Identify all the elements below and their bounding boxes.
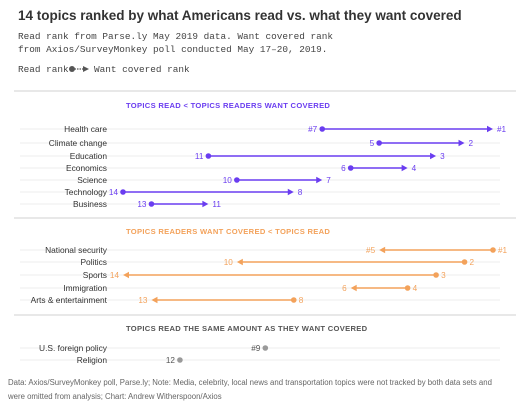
read-dot xyxy=(290,297,297,303)
read-dot xyxy=(490,247,496,253)
topic-label: Science xyxy=(77,175,107,185)
want-arrowhead xyxy=(123,271,129,279)
topic-label: Climate change xyxy=(49,138,108,148)
read-rank-label: 2 xyxy=(470,258,475,267)
want-rank-label: 14 xyxy=(110,271,120,280)
read-rank-label: 14 xyxy=(109,188,119,197)
want-arrowhead xyxy=(487,125,493,133)
section-heading: TOPICS READ THE SAME AMOUNT AS THEY WANT… xyxy=(126,324,368,333)
want-rank-label: 3 xyxy=(440,152,445,161)
want-rank-label: 2 xyxy=(469,139,474,148)
read-rank-label: 13 xyxy=(137,200,147,209)
chart-subtitle-line2: from Axios/SurveyMonkey poll conducted M… xyxy=(18,44,327,55)
chart-title: 14 topics ranked by what Americans read … xyxy=(18,8,462,23)
want-arrowhead xyxy=(151,296,158,304)
plot-area: TOPICS READ < TOPICS READERS WANT COVERE… xyxy=(14,90,516,365)
want-rank-label: 10 xyxy=(224,258,234,267)
read-rank-label: #1 xyxy=(498,246,508,255)
topic-label: Technology xyxy=(65,187,108,197)
read-dot xyxy=(319,126,326,132)
read-dot xyxy=(234,177,240,183)
read-rank-label: 12 xyxy=(166,356,176,365)
read-dot xyxy=(347,165,354,171)
want-arrowhead xyxy=(287,188,294,196)
read-rank-label: 4 xyxy=(413,284,418,293)
topic-label: U.S. foreign policy xyxy=(39,343,108,353)
topic-label: Sports xyxy=(83,270,107,280)
want-arrowhead xyxy=(401,164,408,172)
read-dot xyxy=(205,153,212,159)
read-rank-label: 6 xyxy=(341,164,346,173)
source-line1: Data: Axios/SurveyMonkey poll, Parse.ly;… xyxy=(8,378,492,387)
want-rank-label: 6 xyxy=(342,284,347,293)
topic-label: Arts & entertainment xyxy=(31,295,108,305)
read-dot xyxy=(177,357,183,363)
read-rank-label: 8 xyxy=(299,296,304,305)
want-arrowhead xyxy=(379,246,386,254)
topic-label: Immigration xyxy=(63,283,107,293)
legend: Read rank Want covered rank xyxy=(18,64,190,75)
topic-label: National security xyxy=(45,245,108,255)
read-dot xyxy=(433,272,439,278)
read-rank-label: 10 xyxy=(223,176,233,185)
section-heading: TOPICS READ < TOPICS READERS WANT COVERE… xyxy=(126,101,330,110)
topic-label: Business xyxy=(73,199,107,209)
topic-label: Education xyxy=(70,151,108,161)
read-rank-label: 3 xyxy=(441,271,446,280)
want-rank-label: 13 xyxy=(138,296,148,305)
want-rank-label: #1 xyxy=(497,125,507,134)
topic-label: Religion xyxy=(77,355,108,365)
topic-label: Economics xyxy=(66,163,107,173)
read-dot xyxy=(404,285,411,291)
legend-want-label: Want covered rank xyxy=(94,64,190,75)
topic-label: Politics xyxy=(80,257,107,267)
read-rank-label: 5 xyxy=(370,139,375,148)
topic-label: Health care xyxy=(64,124,107,134)
read-dot xyxy=(120,189,126,195)
read-dot xyxy=(148,201,155,207)
read-rank-label: #9 xyxy=(251,344,261,353)
want-rank-label: 7 xyxy=(326,176,331,185)
want-rank-label: 4 xyxy=(412,164,417,173)
want-arrowhead xyxy=(202,200,209,208)
chart-subtitle-line1: Read rank from Parse.ly May 2019 data. W… xyxy=(18,31,333,42)
want-arrowhead xyxy=(236,258,243,266)
want-rank-label: #5 xyxy=(366,246,376,255)
want-arrowhead xyxy=(350,284,357,292)
read-rank-label: #7 xyxy=(308,125,318,134)
read-dot xyxy=(376,140,382,146)
want-arrowhead xyxy=(316,176,323,184)
want-arrowhead xyxy=(430,152,437,160)
want-arrowhead xyxy=(458,139,465,147)
read-dot xyxy=(461,259,468,265)
legend-read-label: Read rank xyxy=(18,64,69,75)
section-heading: TOPICS READERS WANT COVERED < TOPICS REA… xyxy=(126,227,330,236)
read-rank-label: 11 xyxy=(195,152,204,161)
source-line2: were omitted from analysis; Chart: Andre… xyxy=(7,392,222,401)
want-rank-label: 11 xyxy=(212,200,221,209)
read-dot xyxy=(262,345,269,351)
want-rank-label: 8 xyxy=(298,188,303,197)
legend-arrowhead-icon xyxy=(83,66,89,72)
